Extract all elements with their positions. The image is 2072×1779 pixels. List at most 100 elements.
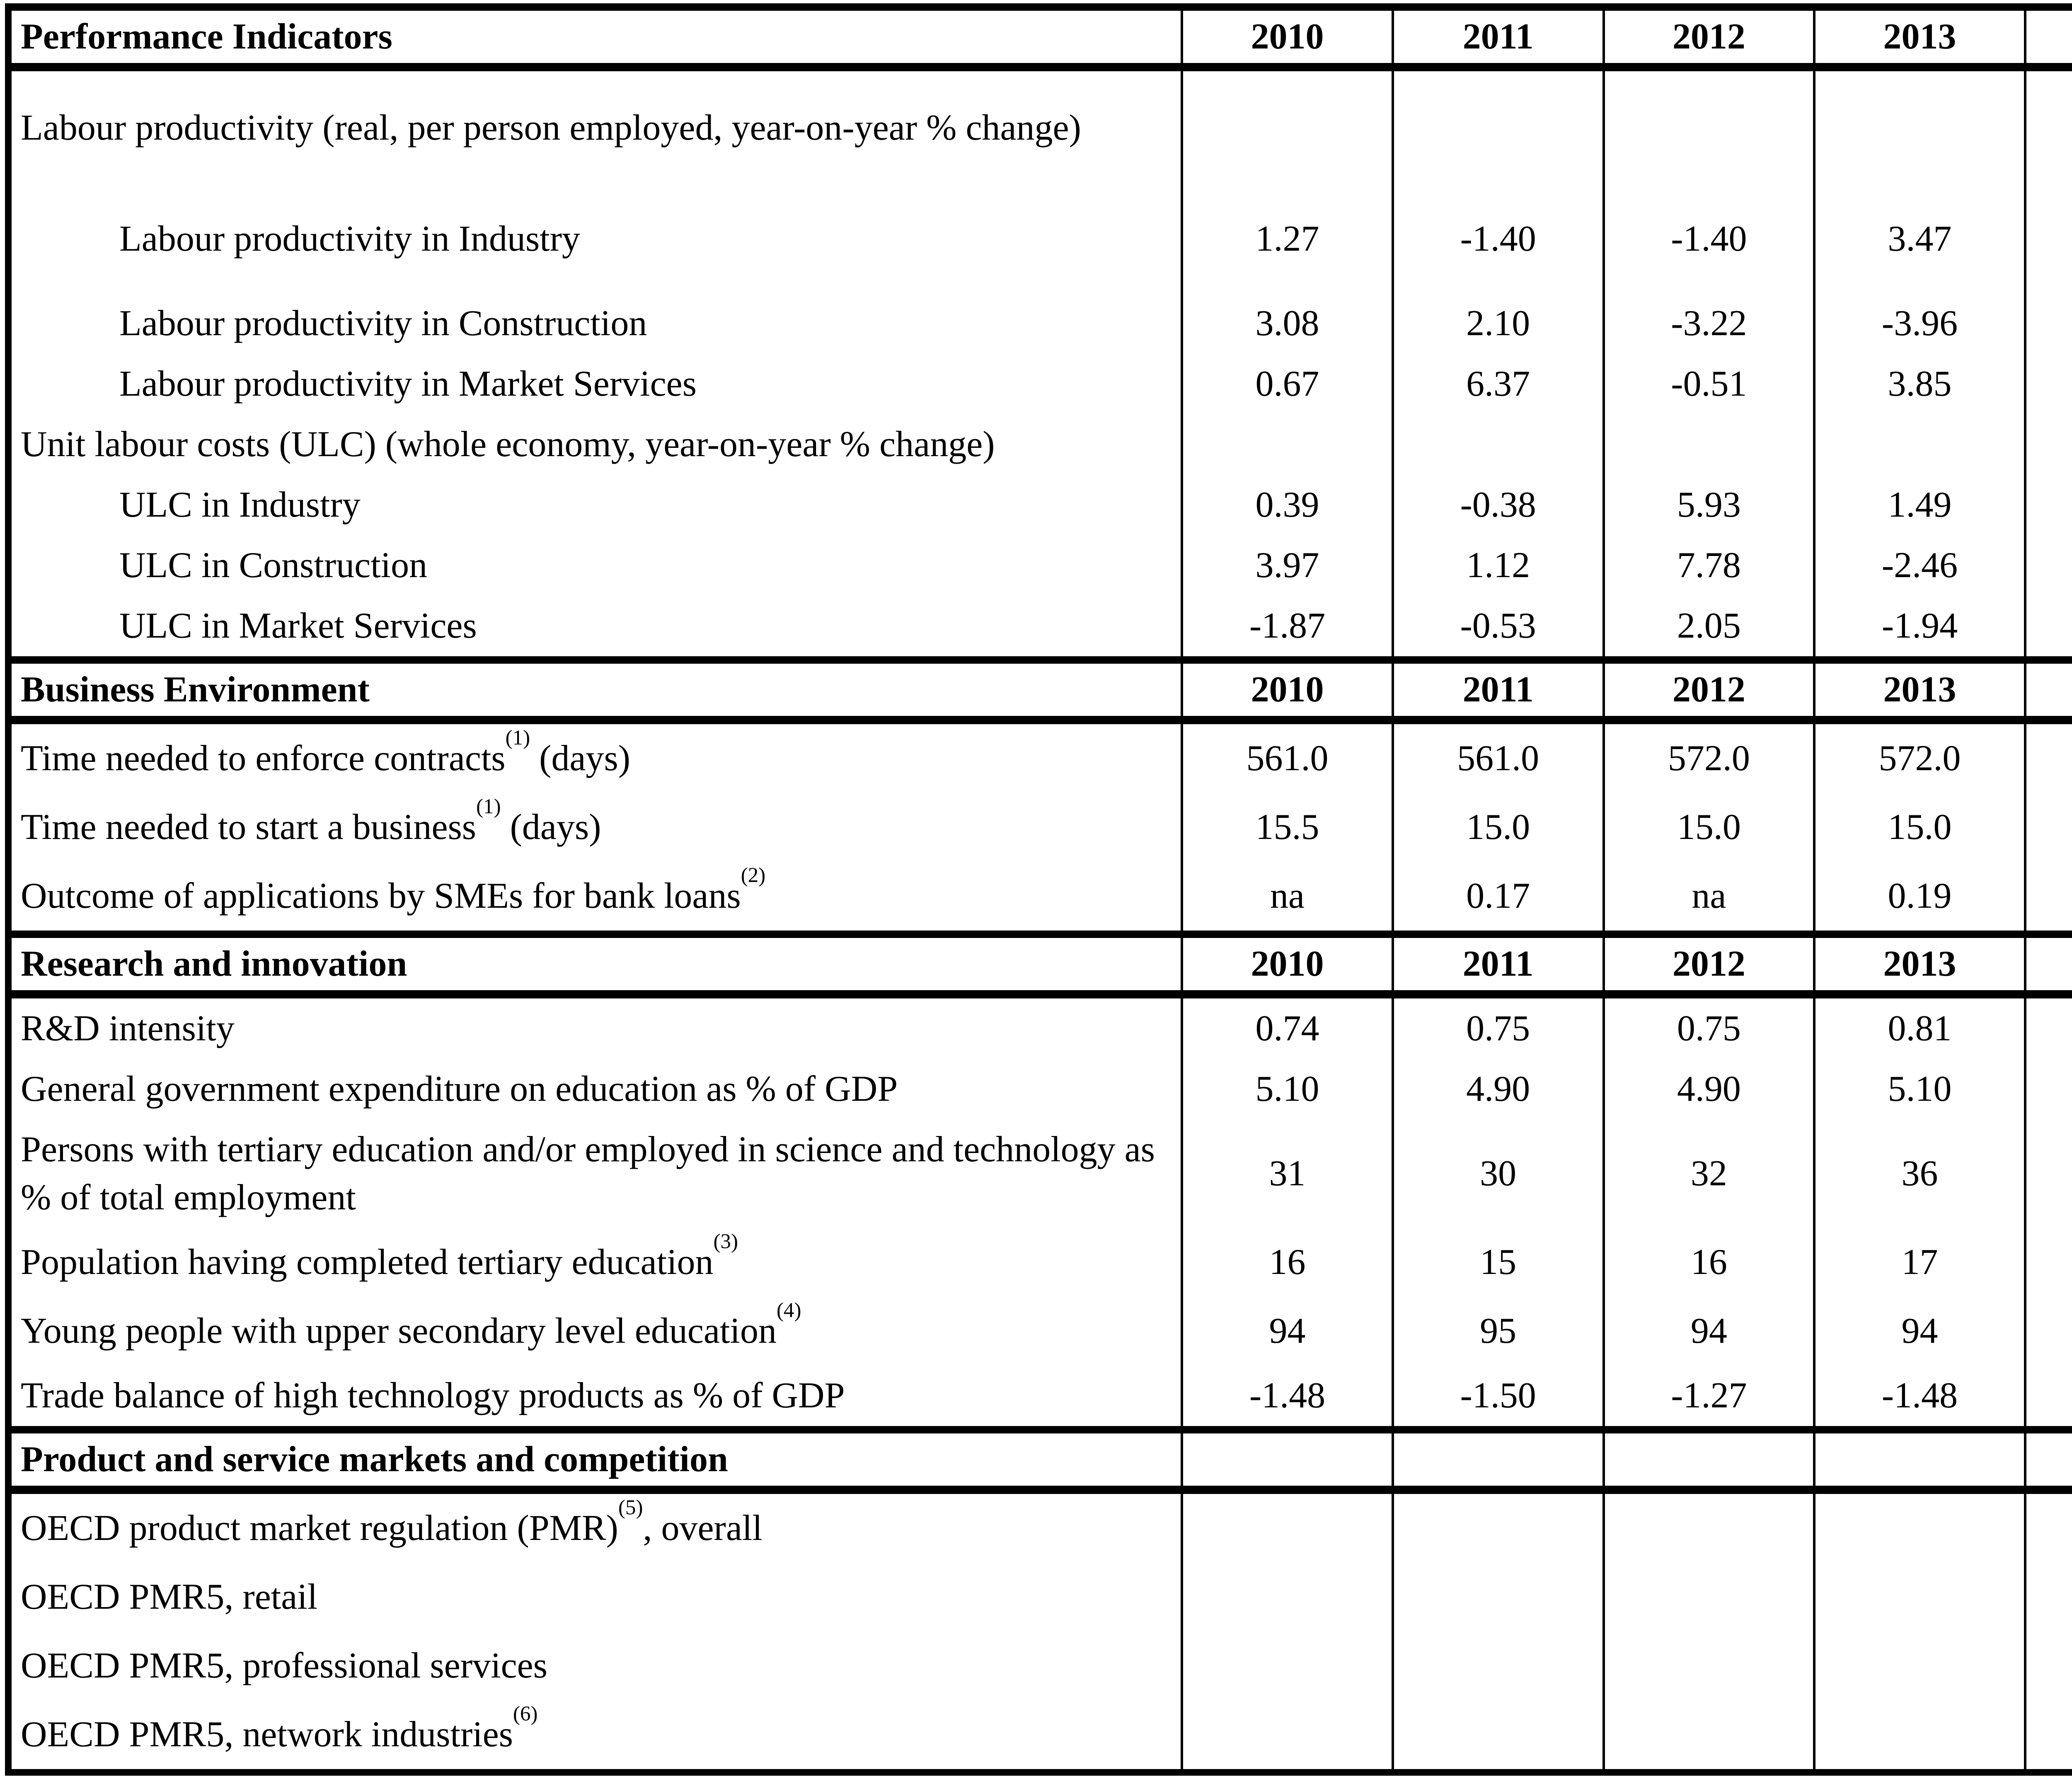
empty-cell bbox=[2024, 414, 2072, 475]
value-cell: 7.78 bbox=[1602, 535, 1815, 596]
indicator-label: OECD PMR5, retail bbox=[8, 1563, 1182, 1632]
value-cell: -1.50 bbox=[1391, 1366, 1604, 1430]
indicator-row: ULC in Market Services -1.87 -0.53 2.05 -1.9… bbox=[8, 596, 2072, 660]
value-cell: 0.17 bbox=[1391, 862, 1604, 934]
value-cell: -2.40 bbox=[2024, 475, 2072, 535]
indicator-label-text: Time needed to enforce contracts bbox=[21, 738, 506, 778]
value-cell: -1.94 bbox=[1813, 596, 2025, 660]
empty-cell bbox=[1813, 1490, 2025, 1563]
footnote-marker: (4) bbox=[776, 1298, 801, 1322]
empty-cell bbox=[1391, 1632, 1604, 1700]
section-header-row: Product and service markets and competit… bbox=[8, 1426, 2072, 1494]
value-cell: 15.0 bbox=[1813, 793, 2025, 862]
value-cell: 5.10 bbox=[1181, 1059, 1393, 1119]
value-cell: 15.0 bbox=[1602, 793, 1815, 862]
indicator-label-text: Persons with tertiary education and/or e… bbox=[21, 1129, 1155, 1218]
indicator-row: OECD product market regulation (PMR)(5),… bbox=[8, 1490, 2072, 1563]
empty-cell bbox=[1602, 1563, 1815, 1632]
indicator-row: Unit labour costs (ULC) (whole economy, … bbox=[8, 414, 2072, 475]
year-header: 2010 bbox=[1181, 931, 1393, 998]
indicator-label-text: Trade balance of high technology product… bbox=[21, 1375, 845, 1416]
indicator-label: ULC in Industry bbox=[8, 475, 1182, 535]
value-cell: 37 bbox=[2024, 1119, 2072, 1228]
section-header-row: Research and innovation20102011201220132… bbox=[8, 931, 2072, 998]
indicator-row: Young people with upper secondary level … bbox=[8, 1297, 2072, 1366]
empty-cell bbox=[1181, 414, 1393, 475]
value-cell: 4.90 bbox=[1391, 1059, 1604, 1119]
year-header: 2010 bbox=[1181, 656, 1393, 724]
value-cell: 1.03 bbox=[2024, 185, 2072, 293]
value-cell: 572.0 bbox=[2024, 720, 2072, 793]
value-cell: 572.0 bbox=[1813, 720, 2025, 793]
value-cell: 31 bbox=[1181, 1119, 1393, 1228]
empty-cell bbox=[1391, 67, 1604, 185]
indicator-label: Persons with tertiary education and/or e… bbox=[8, 1119, 1182, 1228]
year-header: 2011 bbox=[1391, 931, 1604, 998]
value-cell: 94 bbox=[1602, 1297, 1815, 1366]
section-header-row: Performance Indicators201020112012201320… bbox=[8, 3, 2072, 71]
value-cell: 15.0 bbox=[2024, 793, 2072, 862]
indicator-label: ULC in Construction bbox=[8, 535, 1182, 596]
indicator-label: Labour productivity in Market Services bbox=[8, 354, 1182, 414]
empty-cell bbox=[1602, 1632, 1815, 1700]
empty-cell bbox=[1602, 414, 1815, 475]
value-cell: 36 bbox=[1813, 1119, 2025, 1228]
indicator-label: Labour productivity in Construction bbox=[8, 293, 1182, 354]
value-cell: 0.75 bbox=[1391, 994, 1604, 1059]
indicator-label: R&D intensity bbox=[8, 994, 1182, 1059]
value-cell: -1.27 bbox=[1602, 1366, 1815, 1430]
indicator-row: Persons with tertiary education and/or e… bbox=[8, 1119, 2072, 1228]
empty-cell bbox=[1181, 1490, 1393, 1563]
empty-cell bbox=[1181, 1700, 1393, 1772]
value-cell: 16 bbox=[1181, 1228, 1393, 1297]
year-header: 2012 bbox=[1602, 3, 1815, 71]
empty-cell bbox=[1602, 1490, 1815, 1563]
indicator-label: Labour productivity (real, per person em… bbox=[8, 67, 1182, 185]
value-cell: -3.07 bbox=[2024, 535, 2072, 596]
value-cell: -1.48 bbox=[1813, 1366, 2025, 1430]
value-cell: 1.49 bbox=[1813, 475, 2025, 535]
indicator-label-text: Labour productivity in Market Services bbox=[119, 363, 697, 404]
value-cell: 17 bbox=[1813, 1228, 2025, 1297]
value-cell: na bbox=[1602, 862, 1815, 934]
indicator-row: Time needed to enforce contracts(1) (day… bbox=[8, 720, 2072, 793]
value-cell: na bbox=[2024, 1632, 2072, 1700]
value-cell: 0.19 bbox=[1813, 862, 2025, 934]
value-cell: na bbox=[1181, 862, 1393, 934]
empty-header-cell bbox=[1181, 1426, 1393, 1494]
indicator-label-text: OECD product market regulation (PMR) bbox=[21, 1508, 618, 1548]
value-cell: 95 bbox=[1391, 1297, 1604, 1366]
document-page: Performance Indicators201020112012201320… bbox=[0, 3, 2072, 1776]
indicator-row: General government expenditure on educat… bbox=[8, 1059, 2072, 1119]
indicator-label: ULC in Market Services bbox=[8, 596, 1182, 660]
value-cell: 4.90 bbox=[1602, 1059, 1815, 1119]
indicator-row: Population having completed tertiary edu… bbox=[8, 1228, 2072, 1297]
year-header: 2013 bbox=[1813, 656, 2025, 724]
indicator-label-text: R&D intensity bbox=[21, 1008, 235, 1049]
indicators-table: Performance Indicators201020112012201320… bbox=[5, 3, 2072, 1776]
value-cell: -0.53 bbox=[1391, 596, 1604, 660]
indicator-label-text: Unit labour costs (ULC) (whole economy, … bbox=[21, 424, 995, 464]
year-header: 2003 bbox=[2024, 1426, 2072, 1494]
empty-header-cell bbox=[1602, 1426, 1815, 1494]
value-cell: 1.27 bbox=[1181, 185, 1393, 293]
indicator-row: Trade balance of high technology product… bbox=[8, 1366, 2072, 1430]
value-cell: -1.40 bbox=[1391, 185, 1604, 293]
indicator-label: Population having completed tertiary edu… bbox=[8, 1228, 1182, 1297]
empty-cell bbox=[2024, 67, 2072, 185]
value-cell: 561.0 bbox=[1391, 720, 1604, 793]
indicator-label-suffix: (days) bbox=[530, 738, 631, 778]
footnote-marker: (1) bbox=[476, 795, 501, 818]
indicator-row: OECD PMR5, network industries(6)nana2.75 bbox=[8, 1700, 2072, 1772]
footnote-marker: (2) bbox=[741, 863, 766, 887]
value-cell: 32 bbox=[1602, 1119, 1815, 1228]
indicator-label: OECD PMR5, professional services bbox=[8, 1632, 1182, 1700]
value-cell: 15.5 bbox=[1181, 793, 1393, 862]
empty-cell bbox=[1813, 1700, 2025, 1772]
empty-cell bbox=[1813, 67, 2025, 185]
empty-cell bbox=[1181, 1632, 1393, 1700]
indicator-label-text: General government expenditure on educat… bbox=[21, 1068, 898, 1109]
indicator-label-text: ULC in Construction bbox=[119, 545, 428, 585]
value-cell: na bbox=[2024, 1563, 2072, 1632]
indicator-label-text: OECD PMR5, professional services bbox=[21, 1645, 547, 1686]
